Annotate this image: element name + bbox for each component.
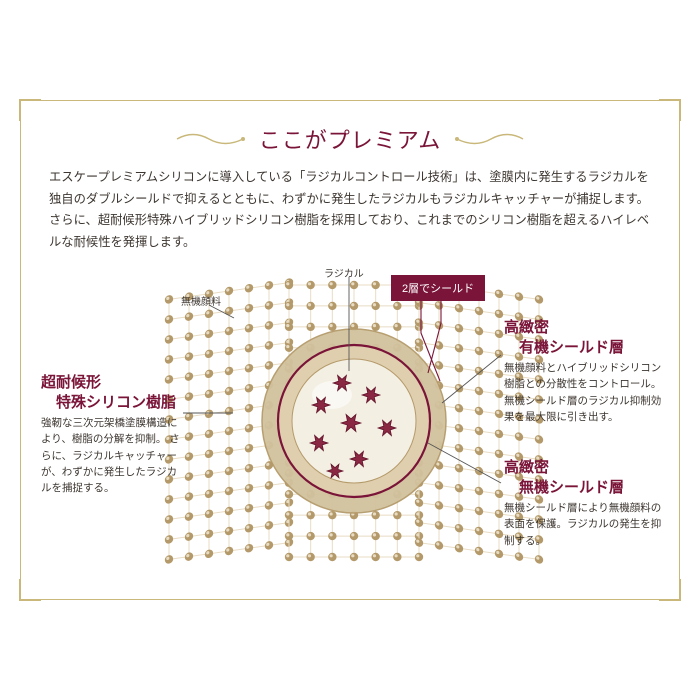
intro-paragraph: エスケープレミアムシリコンに導入している「ラジカルコントロール技術」は、塗膜内に… [49,167,651,253]
callout-heading: 無機シールド層 [504,479,624,496]
callout-desc: 無機顔料とハイブリッドシリコン樹脂との分散性をコントロール。無機シールド層のラジ… [504,360,664,425]
callout-heading: 超耐候形 [41,374,101,391]
callout-right-top: 高緻密 有機シールド層 無機顔料とハイブリッドシリコン樹脂との分散性をコントロー… [504,318,664,425]
callout-heading: 特殊シリコン樹脂 [41,394,176,411]
callout-desc: 強靭な三次元架橋塗膜構造により、樹脂の分解を抑制。 さらに、ラジカルキャッチャー… [41,415,183,496]
callout-heading: 有機シールド層 [504,339,624,356]
label-radical: ラジカル [324,265,364,280]
callout-right-bottom: 高緻密 無機シールド層 無機シールド層により無機顔料の表面を保護。ラジカルの発生… [504,458,664,549]
callout-left: 超耐候形 特殊シリコン樹脂 強靭な三次元架橋塗膜構造により、樹脂の分解を抑制。 … [41,373,183,496]
callout-desc: 無機シールド層により無機顔料の表面を保護。ラジカルの発生を抑制する。 [504,500,664,549]
corner-ornament [659,579,681,601]
callout-heading: 高緻密 [504,459,549,476]
ornate-frame: ここがプレミアム エスケープレミアムシリコンに導入している「ラジカルコントロール… [20,100,680,600]
pill-double-shield: 2層でシールド [391,275,485,301]
flourish-left-icon [175,132,245,146]
flourish-right-icon [455,132,525,146]
shield-diagram: ラジカル 無機顔料 2層でシールド 超耐候形 特殊シリコン樹脂 強靭な三次元架橋… [49,263,653,583]
page-title: ここがプレミアム [259,123,441,155]
title-row: ここがプレミアム [49,123,651,155]
label-inorganic-pigment: 無機顔料 [181,293,221,308]
corner-ornament [659,99,681,121]
corner-ornament [19,579,41,601]
corner-ornament [19,99,41,121]
callout-heading: 高緻密 [504,319,549,336]
